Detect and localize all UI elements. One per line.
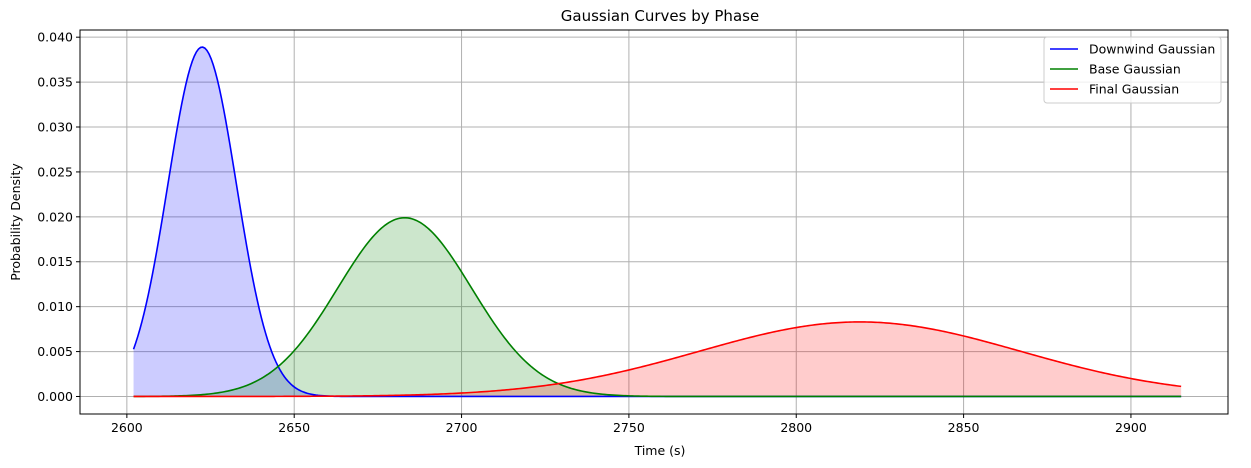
series-lines (132, 46, 1182, 398)
legend-label-downwind-gaussian: Downwind Gaussian (1089, 42, 1215, 57)
x-tick-label: 2750 (613, 420, 645, 435)
y-tick-label: 0.030 (37, 120, 73, 135)
legend-label-base-gaussian: Base Gaussian (1089, 62, 1181, 77)
x-tick-label: 2700 (446, 420, 478, 435)
x-tick-label: 2650 (278, 420, 310, 435)
legend-box (1043, 36, 1222, 104)
y-axis-label: Probability Density (8, 163, 23, 281)
base-gaussian-fill (133, 217, 1182, 397)
y-tick-label: 0.040 (37, 30, 73, 45)
x-tick-label: 2600 (111, 420, 143, 435)
downwind-gaussian-fill (133, 47, 1182, 397)
chart-title: Gaussian Curves by Phase (561, 7, 759, 25)
y-tick-label: 0.035 (37, 75, 73, 90)
x-axis-ticks: 2600 2650 2700 2750 2800 2850 2900 (111, 414, 1147, 435)
final-gaussian-fill (133, 321, 1182, 397)
series-fills (133, 47, 1182, 397)
y-tick-label: 0.005 (37, 344, 73, 359)
y-tick-label: 0.020 (37, 209, 73, 224)
final-gaussian-line (133, 321, 1182, 398)
legend-label-final-gaussian: Final Gaussian (1089, 82, 1179, 97)
y-tick-label: 0.015 (37, 254, 73, 269)
y-tick-label: 0.025 (37, 164, 73, 179)
legend: Downwind Gaussian Base Gaussian Final Gaus… (1043, 36, 1222, 104)
y-tick-label: 0.010 (37, 299, 73, 314)
plot-frame (79, 29, 1229, 415)
y-axis-ticks: 0.000 0.005 0.010 0.015 0.020 0.025 0.030 0.035… (37, 30, 80, 404)
x-tick-label: 2900 (1115, 420, 1147, 435)
base-gaussian-line (133, 216, 1182, 398)
x-axis-label: Time (s) (634, 443, 686, 458)
x-tick-label: 2800 (780, 420, 812, 435)
y-tick-label: 0.000 (37, 389, 73, 404)
x-tick-label: 2850 (948, 420, 980, 435)
